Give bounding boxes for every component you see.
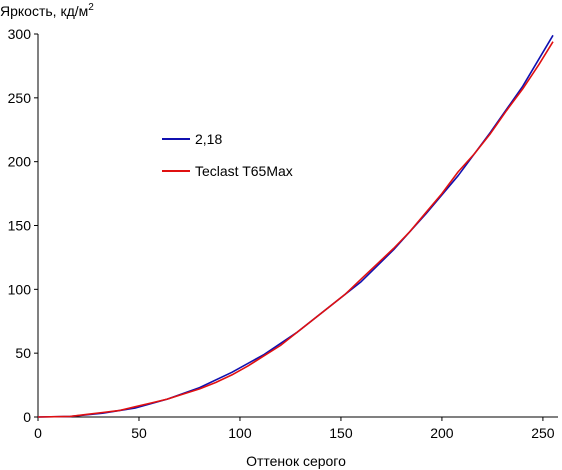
- x-tick-label: 50: [131, 425, 147, 441]
- x-ticks: 0 50 100 150 200 250: [34, 417, 555, 441]
- y-tick-label: 0: [23, 409, 31, 425]
- x-tick-label: 250: [531, 425, 555, 441]
- legend-label-2: Teclast T65Max: [195, 163, 293, 179]
- y-tick-label: 300: [8, 26, 32, 42]
- legend-label-1: 2,18: [195, 131, 222, 147]
- y-axis-title: Яркость, кд/м2: [0, 2, 94, 19]
- series-layer: [37, 34, 554, 418]
- series-line-1: [37, 34, 554, 418]
- x-axis-title: Оттенок серого: [246, 453, 346, 469]
- legend: 2,18 Teclast T65Max: [162, 131, 293, 179]
- x-tick-label: 0: [34, 425, 42, 441]
- y-ticks: 0 50 100 150 200 250 300: [8, 26, 38, 425]
- x-tick-label: 100: [228, 425, 252, 441]
- y-axis-title-sup: 2: [88, 2, 94, 13]
- x-tick-label: 150: [329, 425, 353, 441]
- x-tick-label: 200: [430, 425, 454, 441]
- y-tick-label: 150: [8, 218, 32, 234]
- y-tick-label: 250: [8, 90, 32, 106]
- y-axis-title-text: Яркость, кд/м: [0, 3, 88, 19]
- series-line-2: [37, 41, 554, 418]
- y-tick-label: 200: [8, 154, 32, 170]
- plot-area: [37, 34, 558, 418]
- y-tick-label: 100: [8, 281, 32, 297]
- y-tick-label: 50: [15, 345, 31, 361]
